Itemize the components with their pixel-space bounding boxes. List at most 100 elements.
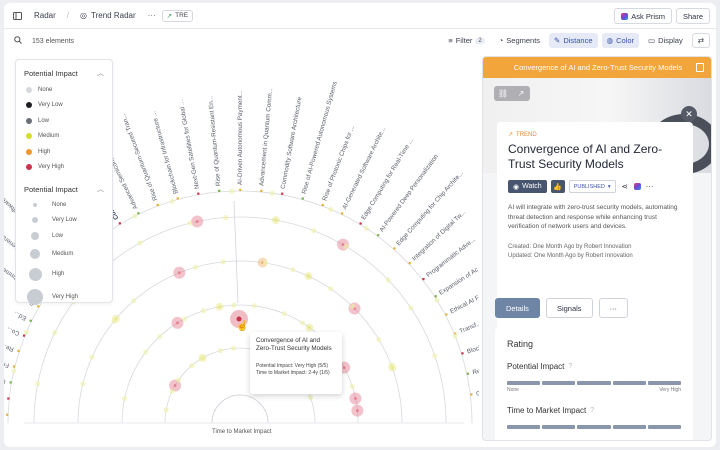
- radar-label[interactable]: Ou...: [476, 389, 491, 398]
- minor-point: [299, 320, 306, 326]
- scale-low-label: None: [507, 387, 519, 393]
- legend-label: High: [38, 148, 51, 155]
- radar-label[interactable]: Next-Gen Satellites for Global ...: [178, 99, 201, 189]
- label-marker: [434, 295, 437, 298]
- radar-label[interactable]: Edge Computing for Chip Archite...: [395, 170, 465, 247]
- trend-description: AI will integrate with zero-trust securi…: [508, 204, 678, 230]
- minor-point: [363, 225, 369, 232]
- radar-label[interactable]: Commodity Software Architecture: [280, 96, 304, 190]
- share-button[interactable]: Share: [675, 8, 710, 24]
- radar-label[interactable]: Block...: [466, 343, 488, 356]
- close-icon[interactable]: ✕: [681, 106, 697, 122]
- radar-label[interactable]: Cloud Co...: [4, 373, 6, 385]
- open-external-icon[interactable]: ↗: [517, 89, 525, 98]
- minor-point: [169, 198, 175, 204]
- minor-point: [132, 213, 138, 219]
- sidebar-toggle-icon[interactable]: [10, 9, 24, 23]
- radar-label[interactable]: Re...: [4, 342, 15, 353]
- potential-impact-scale[interactable]: [507, 381, 682, 385]
- ask-prism-button[interactable]: Ask Prism: [614, 8, 672, 24]
- search-icon[interactable]: [14, 36, 22, 46]
- help-icon[interactable]: ?: [590, 407, 595, 414]
- radar-label[interactable]: Frame...: [4, 356, 10, 369]
- document-icon[interactable]: [696, 63, 704, 72]
- scale-segment[interactable]: [612, 381, 646, 385]
- radar-label[interactable]: Ed...: [13, 310, 28, 322]
- radar-label[interactable]: Reti...: [472, 366, 490, 376]
- minor-point: [220, 259, 226, 265]
- breadcrumb-trend-radar[interactable]: Trend Radar: [91, 11, 136, 20]
- tooltip-time-label: Time to Market Impact:: [256, 370, 307, 376]
- label-marker: [12, 365, 16, 368]
- label-marker: [321, 203, 324, 207]
- tab-signals[interactable]: Signals: [545, 298, 593, 318]
- more-options-button[interactable]: ···: [147, 11, 156, 20]
- scale-segment[interactable]: [647, 381, 682, 385]
- minor-point: [182, 316, 188, 322]
- minor-point: [187, 220, 193, 226]
- data-point-core: [341, 243, 345, 246]
- size-legend-label: None: [52, 202, 67, 208]
- trend-tag-button[interactable]: ↗ TRE: [161, 9, 194, 22]
- size-legend-header[interactable]: Potential Impact ︿: [16, 180, 112, 198]
- app-window: Radar / ◎ Trend Radar ··· ↗ TRE Ask Pris…: [4, 3, 716, 447]
- chevron-up-icon[interactable]: ︿: [97, 186, 104, 193]
- swap-view-button[interactable]: ⇄: [691, 33, 710, 48]
- scale-segment[interactable]: [612, 425, 646, 429]
- more-icon[interactable]: ···: [645, 182, 654, 191]
- radar-label[interactable]: Blockchain for Infrastructure ...: [150, 110, 180, 194]
- label-marker: [470, 393, 473, 396]
- radar-label[interactable]: AI-Powered Deep Personalization: [378, 153, 440, 234]
- scale-segment[interactable]: [647, 425, 682, 429]
- selected-point[interactable]: [236, 316, 242, 322]
- share-label: Share: [682, 11, 703, 21]
- watch-button[interactable]: ◉ Watch: [508, 180, 547, 193]
- trend-actions: ◉ Watch 👍 PUBLISHED ▾ ⋖ ···: [508, 180, 682, 193]
- size-swatch: [28, 267, 42, 281]
- tooltip-impact: Potential Impact: Very High (5/5): [256, 363, 336, 370]
- top-bar: Radar / ◎ Trend Radar ··· ↗ TRE Ask Pris…: [4, 3, 716, 29]
- status-dropdown[interactable]: PUBLISHED ▾: [568, 180, 616, 193]
- radar-label[interactable]: Co...: [6, 325, 21, 337]
- help-icon[interactable]: ?: [568, 363, 573, 370]
- legend-swatch: [26, 102, 32, 109]
- time-to-market-scale[interactable]: [507, 425, 682, 429]
- scale-segment[interactable]: [577, 425, 611, 429]
- minor-point: [388, 362, 394, 368]
- radar-label[interactable]: Transf...: [459, 320, 483, 335]
- segments-button[interactable]: ◔ Segments: [494, 33, 545, 48]
- thumbs-up-icon[interactable]: 👍: [550, 180, 565, 193]
- radar-label[interactable]: Expansion of Ac...: [438, 263, 484, 296]
- breadcrumb-separator: /: [66, 11, 70, 20]
- scale-segment[interactable]: [507, 425, 541, 429]
- size-legend-title: Potential Impact: [24, 184, 78, 194]
- legend-panel: Potential Impact ︿ None Very Low Low Medium…: [15, 59, 113, 305]
- tab-more[interactable]: ···: [598, 298, 629, 318]
- radar-label[interactable]: Advancement in Quantum Comm...: [258, 88, 274, 187]
- minor-point: [434, 297, 440, 303]
- tab-details[interactable]: Details: [495, 298, 540, 318]
- prism-icon[interactable]: [633, 183, 641, 190]
- scale-segment[interactable]: [542, 425, 576, 429]
- chevron-up-icon[interactable]: ︿: [97, 70, 104, 77]
- breadcrumb-radar[interactable]: Radar: [34, 11, 56, 20]
- radar-label[interactable]: Ethical AI F...: [449, 292, 485, 315]
- x-axis-label: Time to Market Impact: [212, 429, 272, 435]
- color-label: Color: [616, 36, 635, 45]
- scale-segment[interactable]: [577, 381, 611, 385]
- radar-label[interactable]: AI-Driven Autonomous Payment...: [237, 90, 244, 185]
- scale-segment[interactable]: [542, 381, 576, 385]
- label-marker: [377, 234, 380, 237]
- updated-info: Updated: One Month Ago by Robert Innovat…: [508, 252, 633, 259]
- scale-segment[interactable]: [507, 381, 541, 385]
- color-legend-header[interactable]: Potential Impact ︿: [16, 64, 112, 82]
- minor-point: [11, 368, 17, 374]
- share-icon[interactable]: ⋖: [621, 182, 628, 191]
- distance-label: Distance: [563, 36, 593, 45]
- radar-label[interactable]: Rise of Quantum-Resistant En...: [207, 95, 222, 186]
- distance-button[interactable]: ✎ Distance: [549, 33, 598, 48]
- link-icon[interactable]: ⛓: [497, 89, 509, 98]
- color-button[interactable]: ◍ Color: [601, 33, 640, 48]
- display-button[interactable]: ▭ Display: [643, 33, 688, 48]
- filter-button[interactable]: ≡ Filter 2: [443, 33, 489, 48]
